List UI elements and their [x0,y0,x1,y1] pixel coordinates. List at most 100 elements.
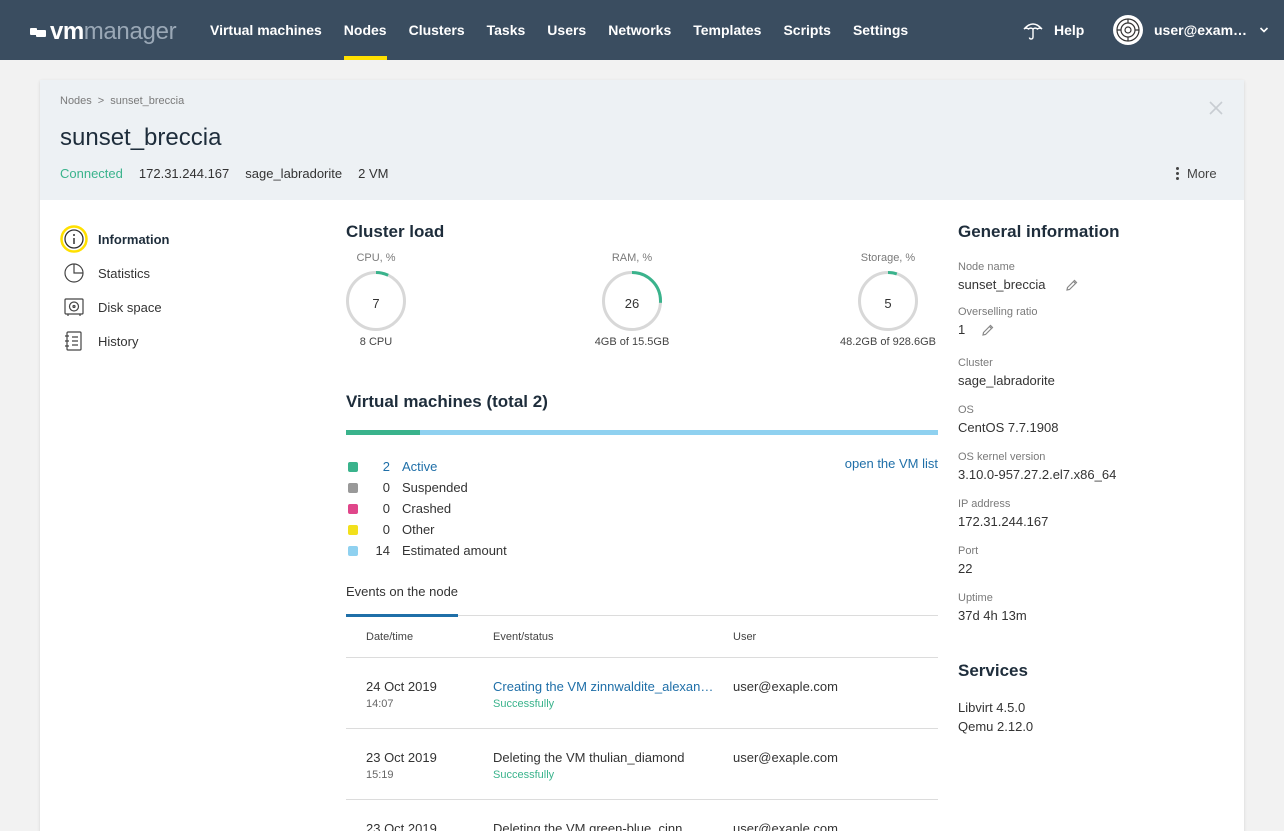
info-label: Port [958,545,979,557]
close-button[interactable] [1206,98,1226,123]
info-label: IP address [958,498,1011,510]
gauge-value: 26 [624,296,640,311]
logo-text-vm: vm [50,18,84,45]
info-kernel: OS kernel version 3.10.0-957.27.2.el7.x8… [958,451,1218,482]
events-table-header: Date/time Event/status User [346,616,938,658]
help-button[interactable]: Help [1022,0,1084,60]
info-value: sage_labradorite [958,373,1055,388]
edit-overselling-button[interactable] [981,323,995,337]
info-label: Cluster [958,357,993,369]
info-icon [60,225,88,253]
event-time: 15:19 [366,769,394,781]
info-label: OS [958,404,974,416]
gauge-ring [346,271,406,331]
info-os: OS CentOS 7.7.1908 [958,404,1218,435]
gauge-caption: Storage, % [860,252,916,264]
pencil-icon [982,324,994,336]
info-value: 1 [958,322,966,337]
legend-swatch [348,461,358,472]
user-menu[interactable]: user@exam… [1113,0,1269,60]
legend-count: 14 [375,543,390,558]
nav-virtual-machines[interactable]: Virtual machines [210,22,322,38]
close-icon [1209,101,1223,115]
side-item-history[interactable]: History [60,324,170,358]
gauge-sub: 8 CPU [359,336,393,348]
page-title: sunset_breccia [60,124,222,151]
nav-clusters[interactable]: Clusters [408,22,465,38]
legend-label: Active [402,459,438,474]
legend-label: Other [402,522,435,537]
edit-node-name-button[interactable] [1065,278,1079,292]
table-row: 24 Oct 2019 14:07 Creating the VM zinnwal… [346,658,938,729]
service-item: Libvirt 4.5.0 [958,700,1026,715]
more-label: More [1187,166,1217,181]
cluster-load-gauges: CPU, % 7 8 CPU RAM, % 26 4GB of 15.5GB S… [346,252,938,392]
side-item-disk-space[interactable]: Disk space [60,290,170,324]
info-value: 37d 4h 13m [958,608,1027,623]
nav-nodes[interactable]: Nodes [333,0,398,60]
service-item: Qemu 2.12.0 [958,719,1034,734]
legend-count: 0 [382,501,390,516]
nav-users[interactable]: Users [547,22,587,38]
chevron-down-icon [1259,27,1269,33]
nav-templates[interactable]: Templates [693,22,762,38]
event-link[interactable]: Creating the VM zinnwaldite_alexandrite [493,679,719,694]
gauge-sub: 48.2GB of 928.6GB [839,336,936,348]
logo-text-manager: manager [83,18,177,45]
legend-active[interactable]: 2 Active [346,456,938,477]
legend-count: 0 [382,480,390,495]
nav-settings[interactable]: Settings [852,22,909,38]
vm-progress-fill [346,430,420,435]
gauge-caption: RAM, % [611,252,653,264]
nav-networks[interactable]: Networks [608,22,672,38]
vm-progress-bar [346,430,938,435]
legend-suspended: 0 Suspended [346,477,938,498]
legend-swatch [348,524,358,535]
gauge-ring [602,271,662,331]
event-date: 23 Oct 2019 [366,750,437,765]
event-status: Successfully [493,698,555,710]
general-info-panel: General information Node name sunset_bre… [958,222,1218,736]
vmmanager-logo[interactable]: vm manager [30,18,177,45]
umbrella-icon [1023,23,1043,40]
event-time: 14:07 [366,698,394,710]
pencil-icon [1066,279,1078,291]
event-date: 23 Oct 2019 [366,821,437,831]
info-cluster: Cluster sage_labradorite [958,357,1218,388]
history-icon [60,327,88,355]
open-vm-list-link[interactable]: open the VM list [844,456,938,471]
table-row: 23 Oct 2019 Deleting the VM green-blue_c… [346,800,938,831]
main-content: Cluster load CPU, % 7 8 CPU RAM, % 26 4G… [346,222,938,831]
cluster-load-title: Cluster load [346,222,445,241]
info-value: CentOS 7.7.1908 [958,420,1059,435]
legend-swatch [348,503,358,514]
info-label: Node name [958,261,1015,273]
legend-swatch [348,482,358,493]
user-name: user@exam… [1154,22,1248,38]
avatar [1113,15,1143,45]
info-value: 3.10.0-957.27.2.el7.x86_64 [958,467,1117,482]
gauge-value: 7 [372,296,380,311]
gauge-value: 5 [884,296,892,311]
breadcrumb: Nodes > sunset_breccia [60,95,184,107]
nav-tasks[interactable]: Tasks [486,22,526,38]
top-navigation-bar: vm manager Virtual machines Nodes Cluster… [0,0,1284,60]
services-section: Services Libvirt 4.5.0 Qemu 2.12.0 [958,661,1218,736]
side-menu: Information Statistics Disk space Histor… [60,222,170,358]
event-status: Successfully [493,769,555,781]
column-date: Date/time [366,630,414,643]
tab-events[interactable]: Events on the node [346,581,459,617]
side-item-statistics[interactable]: Statistics [60,256,170,290]
breadcrumb-current: sunset_breccia [110,95,185,107]
node-vm-count: 2 VM [358,166,389,181]
vm-legend: 2 Active 0 Suspended 0 Crashed 0 Other 1… [346,456,938,561]
breadcrumb-nodes[interactable]: Nodes [60,95,92,107]
event-user: user@exaple.com [733,679,838,694]
legend-label: Crashed [402,501,452,516]
nav-scripts[interactable]: Scripts [783,22,831,38]
breadcrumb-separator: > [97,95,105,107]
more-button[interactable]: More [1176,166,1217,181]
side-item-information[interactable]: Information [60,222,170,256]
event-text: Deleting the VM green-blue_cinn [493,821,683,831]
legend-count: 0 [382,522,390,537]
